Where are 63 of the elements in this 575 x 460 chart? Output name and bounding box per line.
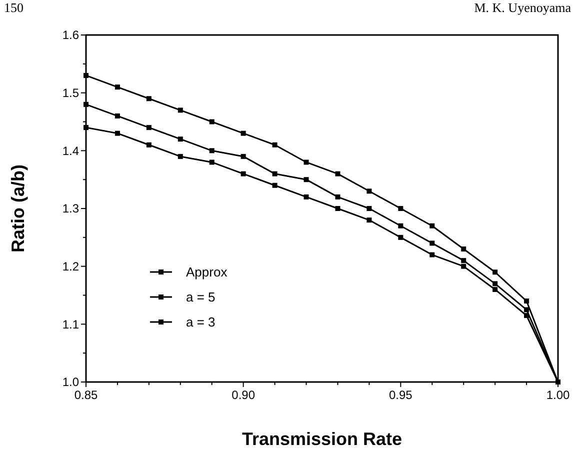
x-tick-label: 0.95 bbox=[388, 388, 413, 402]
point bbox=[461, 246, 466, 252]
point bbox=[398, 234, 404, 240]
y-tick-label: 1.0 bbox=[62, 375, 80, 390]
point bbox=[178, 108, 183, 113]
point bbox=[84, 125, 88, 130]
point bbox=[304, 160, 309, 165]
x-tick-label: 0.90 bbox=[232, 388, 256, 402]
point bbox=[209, 119, 214, 124]
point bbox=[114, 130, 120, 136]
legend-label: Approx bbox=[186, 264, 228, 280]
y-axis-title: Ratio (a/b) bbox=[8, 164, 28, 252]
y-tick-label: 1.3 bbox=[62, 202, 80, 216]
point bbox=[398, 206, 404, 211]
point bbox=[240, 171, 246, 176]
point bbox=[366, 206, 372, 211]
point bbox=[272, 142, 278, 148]
point bbox=[178, 154, 183, 159]
point bbox=[335, 206, 340, 211]
text: 150 bbox=[4, 0, 24, 15]
y-tick-label: 1.2 bbox=[62, 260, 80, 274]
x-tick-label: 0.85 bbox=[74, 388, 98, 402]
y-tick-label: 1.6 bbox=[62, 28, 80, 42]
y-tick-label: 1.4 bbox=[62, 144, 80, 158]
text: M. K. Uyenoyama bbox=[474, 0, 572, 15]
point bbox=[146, 96, 152, 102]
point bbox=[492, 281, 498, 286]
point bbox=[366, 188, 372, 194]
x-axis-title: Transmission Rate bbox=[242, 429, 402, 449]
point bbox=[398, 223, 404, 228]
point bbox=[335, 194, 340, 200]
point bbox=[209, 160, 214, 165]
point bbox=[430, 252, 435, 258]
point bbox=[209, 148, 214, 154]
legend-label: a = 3 bbox=[186, 314, 216, 330]
point bbox=[304, 194, 309, 200]
point bbox=[461, 264, 466, 269]
legend-label: a = 5 bbox=[186, 290, 216, 305]
y-tick-label: 1.1 bbox=[62, 317, 80, 332]
point bbox=[461, 258, 466, 264]
point bbox=[524, 298, 530, 304]
y-tick-label: 1.5 bbox=[62, 86, 80, 100]
point bbox=[430, 240, 435, 246]
point bbox=[178, 136, 183, 142]
point bbox=[524, 307, 530, 312]
point bbox=[430, 223, 435, 228]
point bbox=[492, 286, 498, 292]
point bbox=[84, 102, 88, 107]
point bbox=[84, 72, 88, 78]
point bbox=[335, 171, 340, 176]
point bbox=[114, 113, 120, 118]
point bbox=[304, 177, 309, 182]
x-tick-label: 1.00 bbox=[546, 388, 570, 402]
point bbox=[146, 125, 152, 130]
point bbox=[492, 270, 498, 275]
point bbox=[240, 154, 246, 159]
point bbox=[524, 312, 530, 318]
point bbox=[146, 142, 152, 148]
point bbox=[366, 218, 372, 223]
point bbox=[272, 171, 278, 176]
point bbox=[240, 130, 246, 136]
point bbox=[114, 84, 120, 90]
point bbox=[272, 182, 278, 188]
